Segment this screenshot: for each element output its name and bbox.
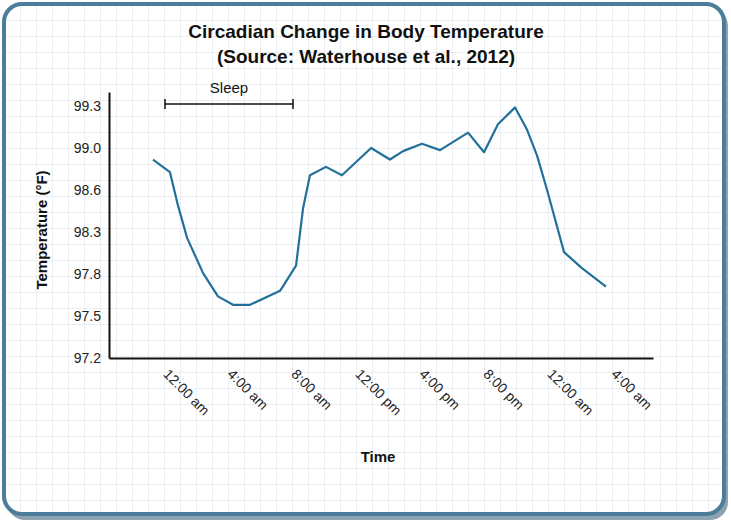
y-tick: 99.0 xyxy=(74,140,109,156)
y-tick-label: 98.3 xyxy=(74,224,101,240)
x-tick-label: 12:00 am xyxy=(160,366,213,419)
x-axis-line xyxy=(110,358,654,360)
x-tick-label: 12:00 am xyxy=(544,366,597,419)
y-tick: 98.3 xyxy=(74,224,109,240)
annotation-bracket xyxy=(165,99,293,109)
y-axis-title: Temperature (°F) xyxy=(33,170,50,289)
temperature-line xyxy=(153,107,606,304)
x-tick: 4:00 am xyxy=(224,358,271,413)
x-tick: 8:00 am xyxy=(288,358,335,413)
y-tick-label: 99.3 xyxy=(74,98,101,114)
y-axis-line xyxy=(109,93,111,359)
x-axis: 12:00 am4:00 am8:00 am12:00 pm4:00 pm8:0… xyxy=(110,358,656,418)
x-tick: 4:00 am xyxy=(608,358,655,413)
x-tick-label: 4:00 pm xyxy=(416,366,463,413)
y-tick: 97.5 xyxy=(74,308,109,324)
y-tick-label: 97.2 xyxy=(74,350,101,366)
frame xyxy=(4,4,724,514)
y-tick-label: 98.6 xyxy=(74,182,101,198)
x-tick: 12:00 am xyxy=(544,358,597,418)
y-tick: 99.3 xyxy=(74,98,109,114)
x-tick: 12:00 pm xyxy=(352,358,405,418)
x-tick-label: 12:00 pm xyxy=(352,366,405,419)
x-tick-label: 8:00 am xyxy=(288,366,335,413)
annotation-label: Sleep xyxy=(210,79,248,96)
x-tick: 4:00 pm xyxy=(416,358,463,413)
y-axis: 97.2 97.5 97.8 98.3 98.6 99.0 99.3 xyxy=(74,93,110,366)
x-tick: 8:00 pm xyxy=(480,358,527,413)
y-tick: 98.6 xyxy=(74,182,109,198)
x-tick-label: 8:00 pm xyxy=(480,366,527,413)
y-tick-label: 97.8 xyxy=(74,266,101,282)
x-axis-title: Time xyxy=(361,448,396,465)
plot-area xyxy=(153,107,606,304)
title: Circadian Change in Body Temperature xyxy=(188,21,543,42)
subtitle: (Source: Waterhouse et al., 2012) xyxy=(217,46,515,67)
x-tick: 12:00 am xyxy=(160,358,213,418)
y-tick-label: 99.0 xyxy=(74,140,101,156)
annotation: Sleep xyxy=(165,79,293,109)
chart: Circadian Change in Body Temperature (Sou… xyxy=(0,0,731,525)
x-tick-label: 4:00 am xyxy=(608,366,655,413)
y-tick-label: 97.5 xyxy=(74,308,101,324)
y-tick: 97.2 xyxy=(74,350,109,366)
x-tick-label: 4:00 am xyxy=(224,366,271,413)
y-tick: 97.8 xyxy=(74,266,109,282)
